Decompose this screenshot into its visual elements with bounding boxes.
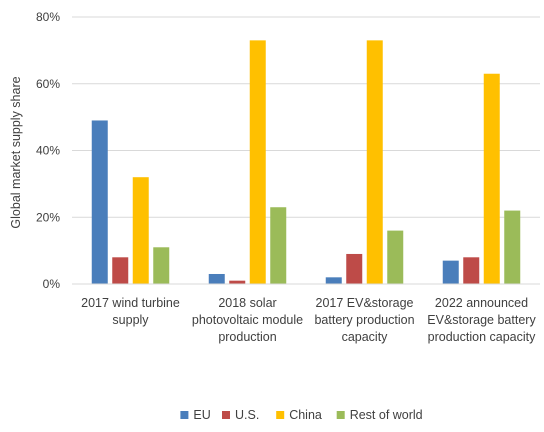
category-label-line: 2018 solar [218,296,276,310]
legend-swatch [180,411,189,419]
y-tick-label: 0% [43,277,61,291]
category-label-line: 2022 announced [435,296,528,310]
legend-label: Rest of world [350,408,423,422]
bar [483,73,500,284]
bar [463,257,480,284]
category-label-line: production capacity [428,330,536,344]
legend-label: EU [193,408,210,422]
bar [387,230,404,284]
y-tick-labels: 0% 20% 40% 60% 80% [36,10,60,291]
category-label: 2017 wind turbine supply [81,296,180,327]
bar [229,280,246,284]
category-label-line: production [218,330,276,344]
category-label: 2018 solar photovoltaic module production [192,296,303,344]
gridlines [72,16,540,218]
category-label-line: EV&storage battery [427,313,536,327]
category-label-line: 2017 wind turbine [81,296,180,310]
bar [442,260,459,284]
bar [325,277,342,284]
category-label-line: supply [112,313,149,327]
bar [153,247,170,284]
category-label-line: photovoltaic module [192,313,303,327]
category-label: 2017 EV&storage battery production capacit… [314,296,414,344]
category-label-line: capacity [342,330,389,344]
bar [504,210,521,284]
y-tick-label: 60% [36,77,60,91]
legend-label: U.S. [235,408,259,422]
bar [249,40,266,284]
legend-swatch [222,411,230,419]
y-tick-label: 40% [36,144,60,158]
legend-swatch [336,411,345,419]
bars [91,40,521,285]
bar [91,120,108,285]
legend: EU U.S. China Rest of world [180,408,423,422]
bar [208,273,225,284]
bar [270,207,287,284]
category-label-line: 2017 EV&storage [316,296,414,310]
legend-swatch [276,411,285,419]
category-labels: 2017 wind turbine supply 2018 solar photovo… [81,296,536,344]
category-label-line: battery production [314,313,414,327]
category-label: 2022 announced EV&storage battery producti… [427,296,536,344]
bar [366,40,383,284]
y-tick-label: 20% [36,210,60,224]
bar [346,253,363,284]
legend-label: China [289,408,322,422]
y-axis-label: Global market supply share [9,76,23,228]
y-tick-label: 80% [36,10,60,24]
bar [112,257,129,284]
bar [132,177,149,284]
